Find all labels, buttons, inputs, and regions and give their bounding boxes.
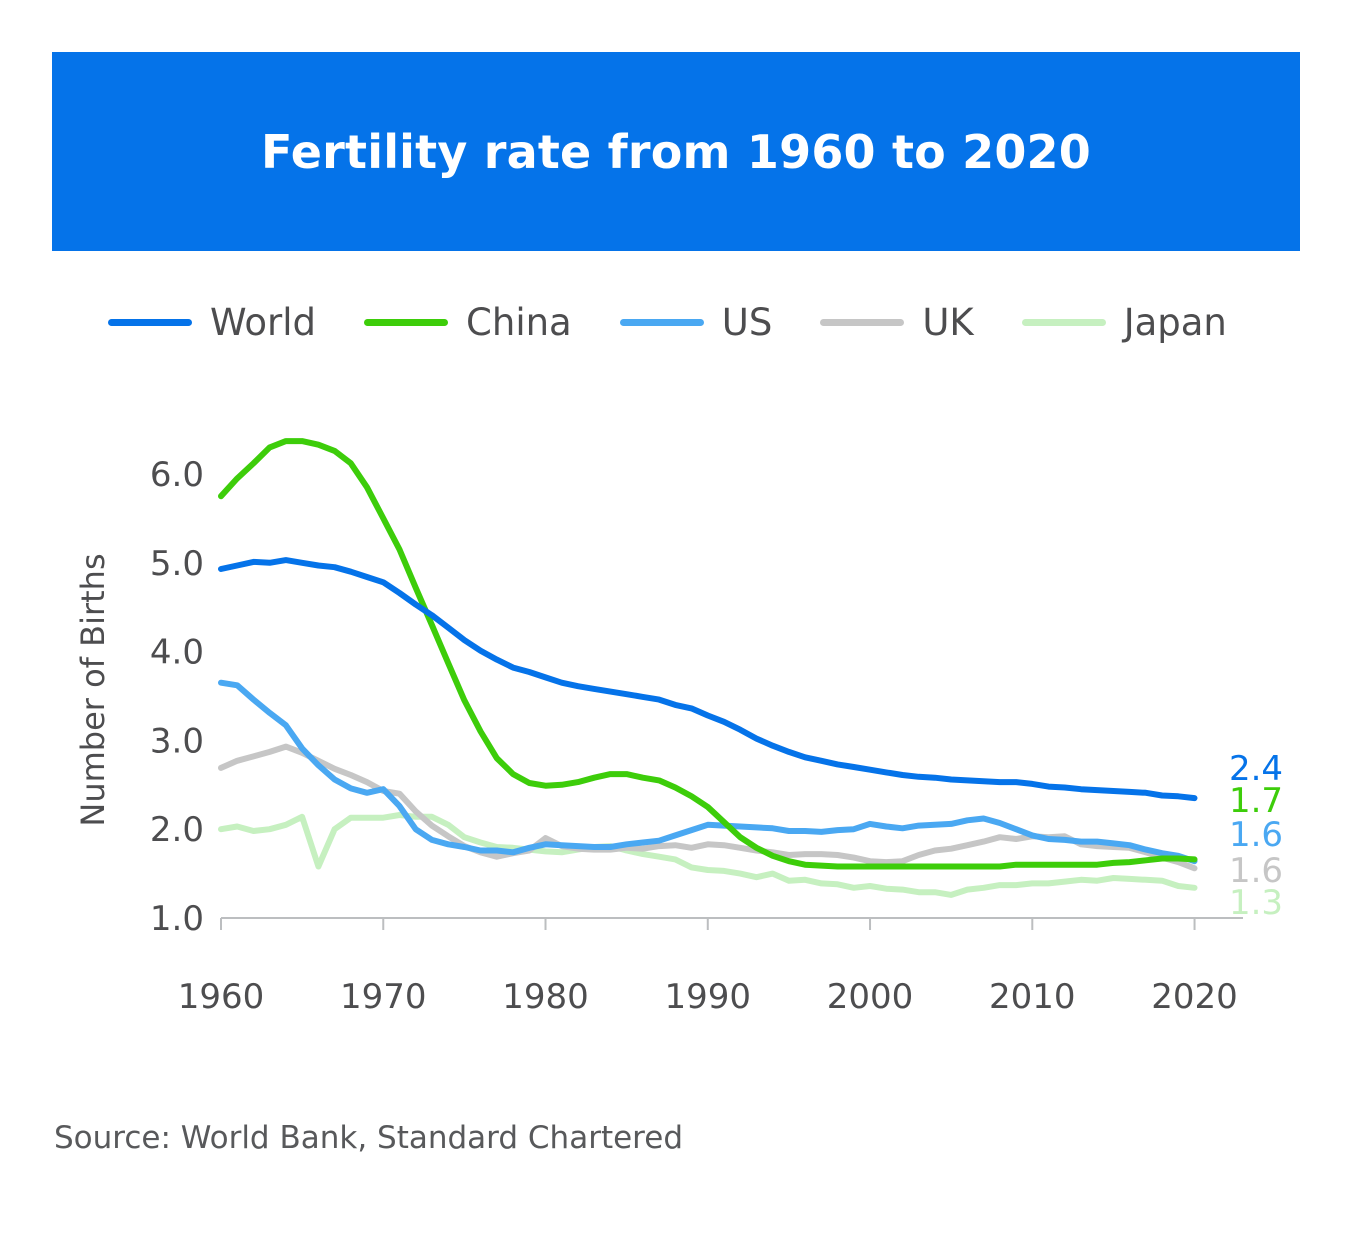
legend-label: UK (922, 300, 974, 344)
x-tick-label: 2000 (827, 977, 914, 1017)
y-tick-label: 6.0 (150, 455, 204, 495)
chart-title: Fertility rate from 1960 to 2020 (261, 124, 1091, 179)
series-line-japan (218, 812, 1198, 898)
legend-swatch (364, 318, 449, 326)
y-tick-label: 1.0 (150, 899, 204, 939)
y-axis-label: Number of Births (74, 553, 112, 826)
end-label-us: 1.6 (1229, 815, 1283, 855)
series-line-us (218, 679, 1198, 865)
x-tick-label: 2010 (989, 977, 1076, 1017)
source-note: Source: World Bank, Standard Chartered (54, 1120, 683, 1156)
x-tick-label: 1960 (178, 977, 265, 1017)
end-label-world: 2.4 (1229, 749, 1283, 789)
x-tick-label: 1980 (502, 977, 589, 1017)
legend-swatch (820, 318, 905, 326)
line-chart: 1960 1970 1980 1990 2000 2010 2020 1.0 2.0 3.0 4.0… (74, 438, 1283, 1017)
legend: World China US UK Japan (108, 296, 1275, 348)
legend-label: China (466, 300, 572, 344)
end-label-japan: 1.3 (1229, 883, 1283, 923)
legend-swatch (108, 318, 192, 326)
y-tick-label: 5.0 (150, 544, 204, 584)
legend-item-japan: Japan (1021, 300, 1227, 344)
end-label-uk: 1.6 (1229, 851, 1283, 891)
y-tick-label: 4.0 (150, 633, 204, 673)
legend-label: US (721, 300, 773, 344)
series-line-china (218, 438, 1198, 870)
x-tick-label: 2020 (1151, 977, 1238, 1017)
y-tick-label: 2.0 (150, 810, 204, 850)
legend-swatch (1021, 318, 1106, 326)
legend-item-uk: UK (820, 300, 974, 344)
legend-item-world: World (108, 301, 316, 344)
title-banner: Fertility rate from 1960 to 2020 (52, 52, 1300, 251)
legend-label: Japan (1123, 300, 1227, 344)
x-tick-label: 1970 (340, 977, 427, 1017)
end-label-china: 1.7 (1229, 781, 1283, 821)
y-tick-label: 3.0 (150, 721, 204, 761)
x-tick-label: 1990 (665, 977, 752, 1017)
legend-label: World (210, 300, 317, 344)
legend-item-us: US (619, 300, 773, 344)
legend-item-china: China (364, 301, 572, 344)
legend-swatch (619, 318, 704, 326)
series-line-world (218, 557, 1198, 802)
